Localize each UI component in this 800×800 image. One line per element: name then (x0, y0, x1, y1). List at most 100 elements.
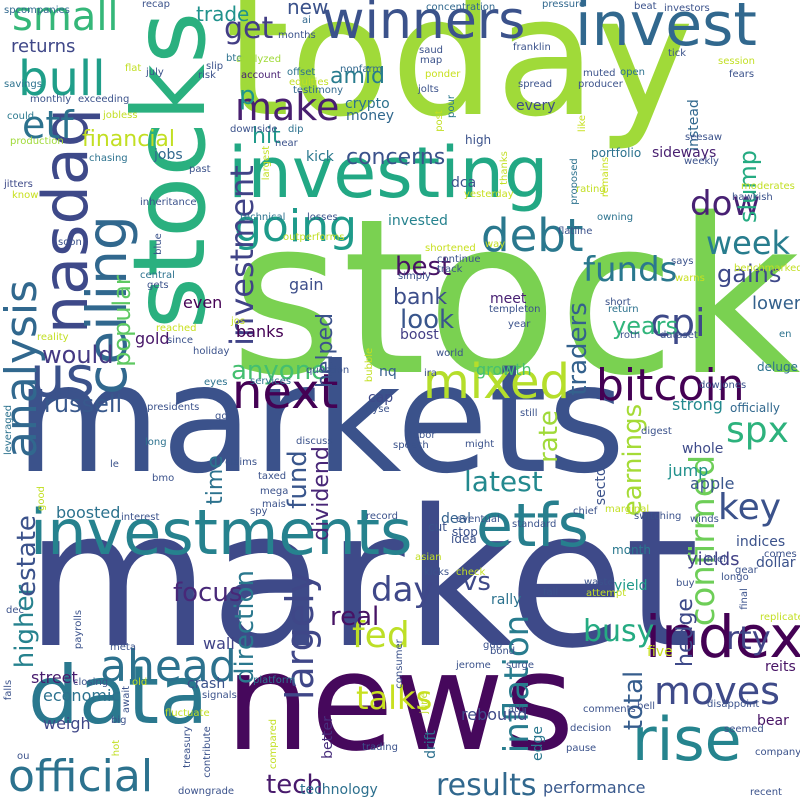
word-bubble: bubble (364, 347, 376, 383)
word-mais: mais (262, 499, 286, 510)
word-signals: signals (202, 690, 237, 701)
word-continue: continue (437, 254, 481, 265)
word-comes: comes (764, 549, 797, 560)
word-like: like (577, 114, 589, 133)
word-flat: flat (125, 63, 142, 74)
word-decision: decision (570, 723, 612, 734)
word-jobless: jobless (103, 110, 138, 121)
word-june: june (418, 692, 430, 714)
word-proposed: proposed (568, 158, 580, 205)
word-asian: asian (415, 552, 442, 563)
word-cut: cut (428, 520, 447, 534)
word-question: question (306, 365, 350, 376)
word-surge: surge (506, 660, 534, 671)
word-dataset: dataset (660, 330, 698, 341)
word-ira: ira (424, 368, 438, 379)
word-fears: fears (729, 69, 755, 80)
word-nyse: nyse (366, 404, 390, 415)
word-labor: labor (410, 430, 436, 441)
word-etfs: etfs (476, 491, 589, 561)
word-payrolls: payrolls (73, 609, 85, 650)
word-fund: fund (282, 450, 313, 509)
word-recent: recent (750, 787, 782, 798)
word-fluctuate: fluctuate (165, 708, 210, 719)
word-month: month (612, 543, 651, 557)
word-bell: bell (637, 701, 656, 712)
word-gets: gets (147, 280, 169, 291)
word-us: us (30, 345, 95, 410)
word-jolts: jolts (418, 84, 439, 95)
word-meta: meta (110, 642, 136, 653)
word-financial: financial (82, 127, 176, 152)
word-sideways: sideways (652, 145, 717, 161)
word-muted: muted (583, 68, 616, 79)
word-says: says (671, 256, 694, 267)
word-ahead: ahead (100, 641, 237, 692)
word-deal: deal (441, 511, 471, 527)
word-traders: traders (562, 302, 593, 396)
word-concerns: concerns (346, 145, 446, 170)
word-nonfarm: nonfarm (340, 64, 383, 75)
word-hedge: hedge (672, 598, 698, 667)
word-owning: owning (597, 212, 634, 223)
word-bull: bull (18, 51, 106, 107)
word-wall: wall (203, 634, 235, 653)
word-seemed: seemed (724, 724, 764, 735)
word-estate: estate (11, 515, 42, 597)
word-next: next (232, 364, 339, 420)
word-soon: soon (58, 237, 82, 248)
word-money: money (346, 108, 394, 124)
word-banks: banks (236, 322, 284, 341)
word-crash: crash (187, 676, 226, 692)
word-yesterday: yesterday (464, 189, 514, 200)
word-gdp: gdp (483, 640, 503, 651)
word-speech: speech (393, 440, 429, 451)
word-idea: idea (451, 532, 477, 546)
word-indices: indices (736, 534, 786, 550)
word-sector: sector (593, 461, 610, 506)
word-reits: reits (765, 659, 796, 675)
word-real: real (330, 602, 380, 632)
word-investments: investments (30, 496, 413, 569)
word-standard: standard (512, 519, 557, 530)
word-even: even (183, 293, 223, 312)
word-five: five (647, 644, 673, 660)
word-slip: slip (206, 61, 224, 72)
word-focus: focus (173, 578, 243, 608)
word-go: go (215, 411, 228, 422)
word-good: good (35, 486, 47, 511)
word-today: today (225, 0, 695, 153)
word-investing: investing (228, 132, 549, 214)
word-markets: markets (15, 333, 626, 507)
word-helped: helped (313, 312, 339, 389)
word-world: world (436, 348, 464, 359)
word-etf: etf (22, 103, 74, 147)
word-bmo: bmo (152, 473, 175, 484)
word-way: way (485, 239, 506, 250)
word-dca: dca (451, 175, 477, 191)
word-big: big (111, 715, 127, 726)
word-leveraged: leveraged (3, 404, 15, 456)
word-chief: chief (573, 506, 598, 517)
word-jos: jos (231, 316, 246, 327)
word-yield: yield (614, 578, 648, 594)
word-pause: pause (566, 743, 597, 754)
word-whole: whole (682, 441, 724, 457)
word-chasing: chasing (89, 153, 128, 164)
word-savings: savings (4, 79, 42, 90)
word-downside: downside (230, 124, 278, 135)
word-services: services (250, 376, 292, 387)
word-jitters: jitters (4, 179, 33, 190)
word-deluge: deluge (757, 360, 798, 374)
word-ai: ai (302, 15, 311, 26)
word-data: data (28, 649, 209, 742)
word-recap: recap (142, 0, 171, 10)
word-session: session (718, 56, 756, 67)
word-open: open (620, 67, 645, 78)
word-compared: compared (268, 718, 280, 770)
word-day: day (371, 570, 434, 610)
word-meet: meet (490, 291, 527, 307)
word-hot: hot (111, 739, 123, 757)
word-attempt: attempt (586, 588, 627, 599)
word-news: news (225, 624, 575, 781)
